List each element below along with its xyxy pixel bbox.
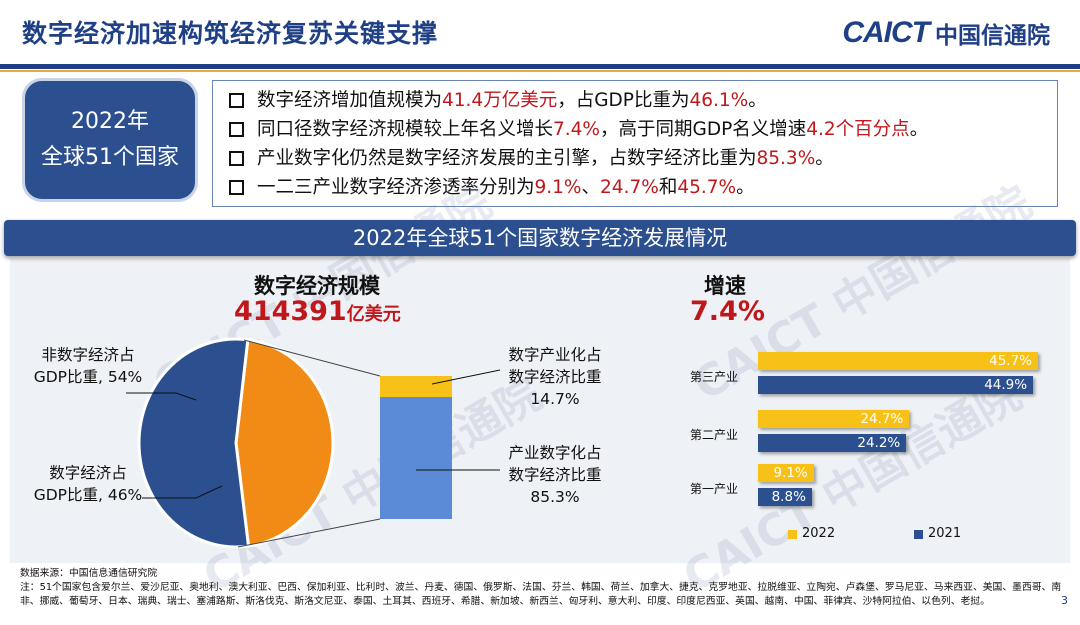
bar-2021: 8.8% — [758, 488, 812, 506]
year-scope-badge: 2022年 全球51个国家 — [22, 78, 198, 202]
logo-en: CAICT — [842, 16, 930, 49]
pie-label-non-digital: 非数字经济占 GDP比重, 54% — [33, 346, 143, 386]
bar-category-label: 第二产业 — [690, 428, 739, 442]
legend-label: 2021 — [928, 526, 962, 541]
finding-highlight: 85.3% — [756, 148, 816, 169]
pie-label-digital: 数字经济占 GDP比重, 46% — [33, 464, 143, 504]
finding-highlight: 4.2个百分点 — [806, 119, 910, 140]
finding-item: 产业数字化仍然是数字经济发展的主引擎，占数字经济比重为 85.3%。 — [229, 144, 1057, 173]
checkbox-square-icon — [229, 180, 244, 195]
finding-text: 、 — [581, 177, 601, 198]
bar-2022: 24.7% — [758, 410, 910, 428]
bar-value-label: 24.2% — [857, 435, 901, 451]
bar-2021: 24.2% — [758, 434, 907, 452]
finding-text: 和 — [658, 177, 678, 198]
bar-value-label: 44.9% — [984, 377, 1028, 393]
bar-value-label: 8.8% — [771, 489, 806, 505]
checkbox-square-icon — [229, 151, 244, 166]
bar-2022: 45.7% — [758, 352, 1038, 370]
growth-value: 7.4% — [690, 296, 765, 327]
finding-text: 一二三产业数字经济渗透率分别为 — [257, 177, 535, 198]
legend-label: 2022 — [802, 526, 836, 541]
finding-text: 。 — [748, 90, 767, 111]
scale-value: 414391亿美元 — [234, 296, 401, 327]
finding-text: 。 — [815, 148, 834, 169]
finding-text: 。 — [736, 177, 755, 198]
finding-text: 数字经济增加值规模为 — [257, 90, 443, 111]
stack-label-digital-industrialization: 数字产业化占 数字经济比重 14.7% — [508, 346, 602, 408]
badge-year: 2022年 — [71, 109, 149, 134]
bar-value-label: 24.7% — [860, 411, 904, 427]
finding-highlight: 9.1% — [534, 177, 582, 198]
legend-swatch — [788, 530, 797, 539]
section-banner: 2022年全球51个国家数字经济发展情况 — [4, 220, 1076, 256]
country-note: 注：51个国家包含爱尔兰、爱沙尼亚、奥地利、澳大利亚、巴西、保加利亚、比利时、波… — [20, 582, 1062, 607]
header-accent-rule — [0, 70, 1080, 72]
finding-text: 。 — [909, 119, 929, 140]
page-number: 3 — [1061, 594, 1068, 607]
footer-notes: 数据来源：中国信息通信研究院 注：51个国家包含爱尔兰、爱沙尼亚、奥地利、澳大利… — [20, 567, 1070, 609]
bar-2022: 9.1% — [758, 464, 814, 482]
scale-unit: 亿美元 — [346, 304, 401, 325]
finding-item: 同口径数字经济规模较上年名义增长 7.4% ，高于同期GDP名义增速 4.2个百分点。 — [229, 115, 1057, 144]
key-findings-box: 数字经济增加值规模为 41.4万亿美元 ，占GDP比重为 46.1%。同口径数字经济规… — [212, 80, 1058, 207]
badge-scope: 全球51个国家 — [41, 145, 179, 170]
finding-text: ，占GDP比重为 — [557, 90, 690, 111]
finding-text: 产业数字化仍然是数字经济发展的主引擎，占数字经济比重为 — [257, 148, 757, 169]
header-rule — [0, 64, 1080, 69]
finding-item: 数字经济增加值规模为 41.4万亿美元 ，占GDP比重为 46.1%。 — [229, 86, 1057, 115]
scale-number: 414391 — [234, 296, 347, 327]
checkbox-square-icon — [229, 93, 244, 108]
bar-value-label: 9.1% — [773, 465, 808, 481]
data-source: 数据来源：中国信息通信研究院 — [20, 568, 158, 579]
bar-category-label: 第一产业 — [690, 482, 739, 496]
finding-highlight: 41.4万亿美元 — [442, 90, 558, 111]
legend-swatch — [914, 530, 923, 539]
finding-text: 同口径数字经济规模较上年名义增长 — [257, 119, 554, 140]
caict-logo: CAICT 中国信通院 — [842, 16, 1050, 50]
page-title: 数字经济加速构筑经济复苏关键支撑 — [22, 19, 439, 48]
bar-category-label: 第三产业 — [690, 370, 739, 384]
growth-label: 增速 — [704, 274, 746, 298]
finding-highlight: 45.7% — [677, 177, 737, 198]
finding-text: ，高于同期GDP名义增速 — [600, 119, 807, 140]
finding-item: 一二三产业数字经济渗透率分别为 9.1%、 24.7% 和 45.7%。 — [229, 173, 1057, 202]
finding-highlight: 24.7% — [600, 177, 659, 198]
logo-cn: 中国信通院 — [935, 23, 1050, 49]
stack-label-industrial-digitalization: 产业数字化占 数字经济比重 85.3% — [508, 444, 602, 506]
bar-2021: 44.9% — [758, 376, 1034, 394]
checkbox-square-icon — [229, 122, 244, 137]
finding-highlight: 7.4% — [553, 119, 601, 140]
finding-highlight: 46.1% — [689, 90, 749, 111]
bar-value-label: 45.7% — [989, 353, 1032, 369]
scale-label: 数字经济规模 — [254, 274, 380, 298]
